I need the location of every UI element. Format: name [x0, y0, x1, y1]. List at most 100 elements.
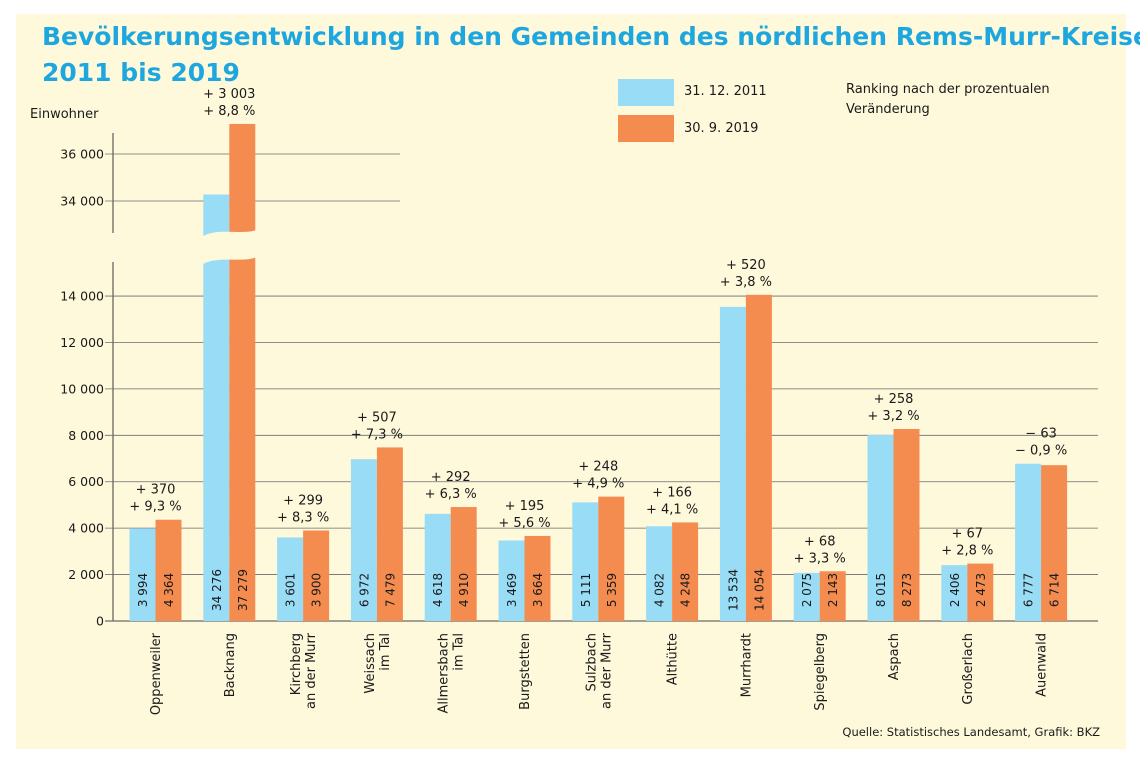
- bar-2011: [793, 572, 820, 621]
- bar-2011: [350, 459, 377, 621]
- y-tick-label: 12 000: [60, 335, 104, 350]
- category-label: Sulzbach: [584, 633, 599, 692]
- bar-2019: [745, 294, 772, 621]
- change-absolute-label: + 507: [357, 410, 397, 425]
- bar-2011: [129, 528, 156, 621]
- change-percent-label: + 6,3 %: [425, 487, 477, 502]
- chart-subtitle: 2011 bis 2019: [42, 58, 240, 87]
- change-percent-label: + 9,3 %: [129, 500, 181, 515]
- bar-value-2011: 34 276: [210, 569, 224, 611]
- bar-2019: [450, 507, 477, 621]
- category-label-line2: an der Murr: [304, 632, 319, 709]
- change-percent-label: + 4,1 %: [646, 502, 698, 517]
- bar-2019: [1041, 465, 1068, 621]
- bar-value-2019: 3 664: [531, 573, 545, 607]
- ranking-note: Ranking nach der prozentualen Veränderun…: [846, 82, 1050, 117]
- y-tick-label-upper: 34 000: [60, 194, 104, 209]
- change-percent-label: + 7,3 %: [351, 427, 403, 442]
- legend-label-2019: 30. 9. 2019: [684, 121, 759, 136]
- y-tick-label: 6 000: [68, 474, 104, 489]
- y-tick-label: 0: [96, 614, 104, 629]
- bar-value-2019: 14 054: [752, 569, 766, 611]
- category-label: Kirchberg: [289, 633, 304, 695]
- bar-value-2011: 5 111: [579, 573, 593, 607]
- bar-value-2019: 7 479: [383, 573, 397, 607]
- bar-2011: [1015, 463, 1042, 621]
- bar-value-2011: 13 534: [726, 569, 740, 611]
- bar-2019: [967, 563, 994, 621]
- change-absolute-label: + 292: [431, 470, 471, 485]
- change-absolute-label: + 3 003: [203, 87, 255, 102]
- bar-value-2019: 2 473: [974, 573, 988, 607]
- bar-value-2011: 2 075: [800, 573, 814, 607]
- change-percent-label: + 3,2 %: [867, 409, 919, 424]
- bar-value-2019: 4 910: [457, 573, 471, 607]
- bar-value-2019: 5 359: [605, 573, 619, 607]
- change-percent-label: + 4,9 %: [572, 477, 624, 492]
- change-absolute-label: + 68: [804, 534, 836, 549]
- change-absolute-label: + 195: [505, 499, 545, 514]
- bar-2011: [424, 513, 451, 621]
- chart-title: Bevölkerungsentwicklung in den Gemeinden…: [42, 22, 1140, 51]
- bar-2011: [941, 565, 968, 621]
- change-absolute-label: + 299: [283, 493, 323, 508]
- bar-2019: [819, 571, 846, 621]
- bar-2019: [672, 522, 699, 621]
- category-label: Auenwald: [1035, 633, 1050, 697]
- y-tick-label: 10 000: [60, 381, 104, 396]
- bar-value-2019: 8 273: [900, 573, 914, 607]
- y-tick-label: 14 000: [60, 289, 104, 304]
- legend-label-2011: 31. 12. 2011: [684, 84, 767, 99]
- category-label: Spiegelberg: [813, 633, 828, 711]
- bar-value-2011: 3 601: [284, 573, 298, 607]
- bar-value-2011: 2 406: [948, 573, 962, 607]
- change-percent-label: + 8,3 %: [277, 510, 329, 525]
- bar-value-2011: 6 972: [357, 573, 371, 607]
- bar-value-2019: 3 900: [310, 573, 324, 607]
- bar-value-2011: 8 015: [874, 573, 888, 607]
- change-absolute-label: + 248: [578, 460, 618, 475]
- category-label: Großerlach: [961, 633, 976, 705]
- change-absolute-label: + 370: [136, 483, 176, 498]
- category-label: Allmersbach: [437, 633, 452, 714]
- source-credit: Quelle: Statistisches Landesamt, Grafik:…: [842, 725, 1100, 739]
- change-absolute-label: + 520: [726, 258, 766, 273]
- bar-value-2019: 4 248: [679, 573, 693, 607]
- bar-2011: [719, 306, 746, 621]
- bar-2019: [303, 530, 330, 621]
- change-percent-label: + 5,6 %: [498, 516, 550, 531]
- bar-2019: [376, 447, 403, 621]
- category-label: Aspach: [887, 633, 902, 680]
- category-label: Backnang: [223, 633, 238, 697]
- bar-2011: [572, 502, 599, 621]
- y-axis-label: Einwohner: [30, 107, 99, 122]
- change-absolute-label: − 63: [1025, 427, 1057, 442]
- axis-break: [197, 228, 262, 268]
- bar-2019: [598, 496, 625, 621]
- bar-2019: [155, 519, 182, 621]
- y-tick-label: 2 000: [68, 567, 104, 582]
- category-label: Althütte: [666, 633, 681, 685]
- category-label: Burgstetten: [518, 633, 533, 710]
- change-percent-label: + 3,3 %: [794, 551, 846, 566]
- category-label: Oppenweiler: [149, 632, 164, 715]
- bar-value-2019: 6 714: [1048, 573, 1062, 607]
- legend-swatch-2019: [618, 115, 674, 142]
- category-label-line2: im Tal: [452, 633, 467, 671]
- bar-value-2011: 3 469: [505, 573, 519, 607]
- bar-value-2019: 2 143: [826, 573, 840, 607]
- bar-value-2011: 4 618: [431, 573, 445, 607]
- bar-2011: [498, 540, 525, 621]
- bar-2019: [229, 123, 256, 622]
- change-percent-label: + 2,8 %: [941, 544, 993, 559]
- y-tick-label-upper: 36 000: [60, 147, 104, 162]
- change-absolute-label: + 258: [874, 392, 914, 407]
- change-percent-label: + 3,8 %: [720, 275, 772, 290]
- legend-swatch-2011: [618, 79, 674, 106]
- category-label-line2: im Tal: [378, 633, 393, 671]
- change-percent-label: − 0,9 %: [1015, 444, 1067, 459]
- category-label-line2: an der Murr: [599, 632, 614, 709]
- bar-2011: [203, 194, 230, 621]
